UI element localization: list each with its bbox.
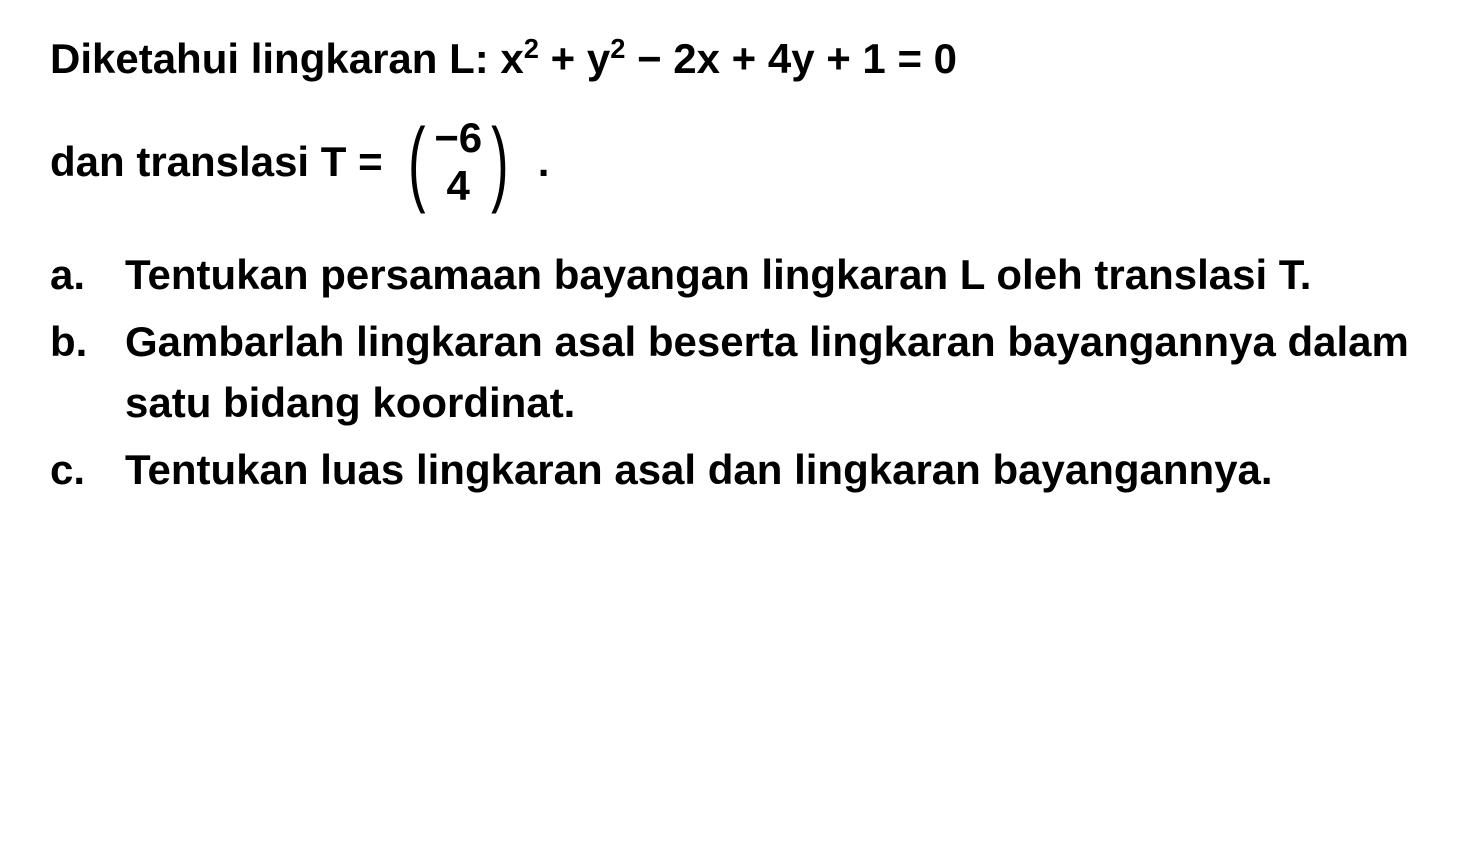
- question-list: a. Tentukan persamaan bayangan lingkaran…: [50, 245, 1434, 501]
- right-paren-icon: ): [491, 122, 508, 203]
- problem-intro: Diketahui lingkaran L: x2 + y2 − 2x + 4y…: [50, 30, 1434, 89]
- question-label-c: c.: [50, 440, 125, 501]
- matrix-values: −6 4: [432, 114, 484, 211]
- question-text-b: Gambarlah lingkaran asal beserta lingkar…: [125, 312, 1434, 434]
- period: .: [538, 138, 550, 186]
- question-text-a: Tentukan persamaan bayangan lingkaran L …: [125, 245, 1434, 306]
- translation-prefix: dan translasi T =: [50, 138, 383, 186]
- matrix-bottom-value: 4: [447, 162, 470, 210]
- question-label-a: a.: [50, 245, 125, 306]
- question-label-b: b.: [50, 312, 125, 373]
- matrix-top-value: −6: [434, 114, 482, 162]
- math-problem-container: Diketahui lingkaran L: x2 + y2 − 2x + 4y…: [50, 30, 1434, 501]
- circle-equation: x2 + y2 − 2x + 4y + 1 = 0: [500, 35, 957, 82]
- left-paren-icon: (: [408, 122, 425, 203]
- list-item: b. Gambarlah lingkaran asal beserta ling…: [50, 312, 1434, 434]
- translation-matrix: ( −6 4 ): [401, 114, 516, 211]
- list-item: c. Tentukan luas lingkaran asal dan ling…: [50, 440, 1434, 501]
- intro-prefix: Diketahui lingkaran L:: [50, 35, 500, 82]
- question-text-c: Tentukan luas lingkaran asal dan lingkar…: [125, 440, 1434, 501]
- translation-definition: dan translasi T = ( −6 4 ) .: [50, 114, 1434, 211]
- list-item: a. Tentukan persamaan bayangan lingkaran…: [50, 245, 1434, 306]
